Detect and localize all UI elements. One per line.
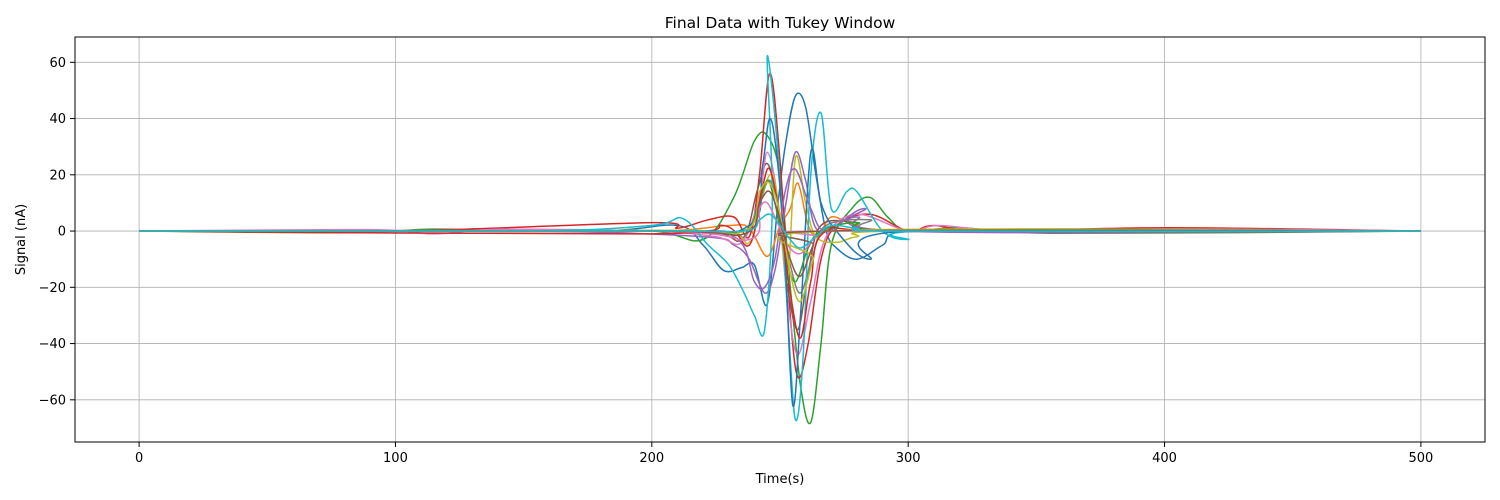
x-tick-label: 100 [383, 451, 408, 466]
series-line-17 [139, 190, 1421, 278]
x-axis-label: Time(s) [755, 472, 805, 487]
y-tick-label: 20 [49, 168, 66, 183]
y-tick-label: 40 [49, 112, 66, 127]
x-axis-ticks: 0 100 200 300 400 500 [135, 442, 1433, 466]
y-axis-ticks: −60 −40 −20 0 20 40 60 [39, 56, 75, 408]
chart-title: Final Data with Tukey Window [665, 14, 896, 32]
series-group [139, 54, 1421, 425]
series-line-1 [139, 92, 1421, 307]
y-tick-label: 0 [58, 225, 66, 240]
x-tick-label: 400 [1152, 451, 1177, 466]
y-tick-label: −60 [39, 393, 66, 408]
plot-frame [74, 36, 1486, 443]
x-tick-label: 0 [135, 451, 143, 466]
x-tick-label: 300 [896, 451, 921, 466]
x-tick-label: 500 [1408, 451, 1433, 466]
y-axis-label: Signal (nA) [14, 204, 29, 275]
series-line-18 [139, 213, 1421, 249]
y-tick-label: 60 [49, 56, 66, 71]
y-tick-label: −20 [39, 281, 66, 296]
x-tick-label: 200 [639, 451, 664, 466]
y-tick-label: −40 [39, 337, 66, 352]
